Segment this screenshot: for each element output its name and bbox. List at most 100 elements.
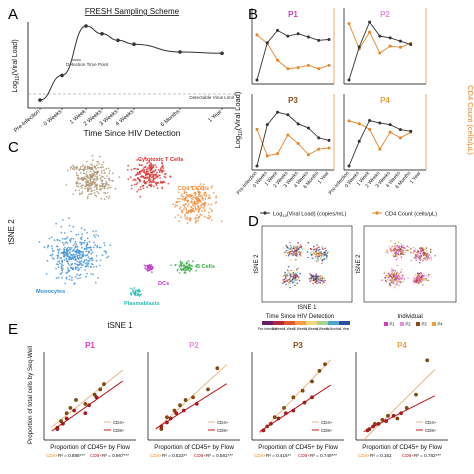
time-legend-swatch — [284, 321, 295, 325]
panel-e-cd8-point — [94, 395, 99, 400]
tsne-point — [287, 269, 289, 272]
panel-b-viral-point — [327, 138, 331, 142]
tsne-point — [92, 273, 95, 276]
tsne-point — [81, 242, 84, 244]
tsne-point — [103, 171, 106, 174]
tsne-point — [67, 249, 69, 252]
tsne-point — [57, 266, 60, 269]
tsne-point — [425, 274, 428, 277]
tsne-point — [394, 270, 397, 272]
panel-e-cd8-point — [61, 421, 65, 426]
tsne-point — [77, 249, 80, 252]
tsne-point — [391, 273, 394, 275]
tsne-point — [190, 197, 193, 200]
tsne-point — [82, 253, 85, 255]
tsne-point — [414, 250, 416, 252]
tsne-point — [84, 187, 86, 190]
tsne-point — [419, 253, 422, 255]
tsne-point — [214, 201, 217, 204]
tsne-point — [285, 244, 288, 247]
tsne-point — [314, 248, 317, 250]
tsne-point — [148, 165, 151, 167]
tsne-point — [210, 203, 213, 206]
tsne-point — [422, 260, 424, 262]
tsne-point — [420, 255, 423, 258]
tsne-point — [100, 166, 103, 169]
tsne-point — [87, 262, 90, 265]
tsne-point — [187, 269, 190, 271]
tsne-point — [73, 283, 76, 285]
tsne-point — [49, 254, 52, 257]
tsne-point — [404, 247, 406, 249]
panel-b-cd4-point — [327, 63, 331, 67]
tsne-point — [310, 277, 313, 279]
tsne-point — [77, 251, 80, 254]
tsne-point — [148, 177, 151, 179]
tsne-point — [317, 261, 320, 263]
tsne-point — [77, 185, 80, 188]
tsne-point — [80, 266, 82, 269]
tsne-point — [428, 273, 430, 276]
tsne-point — [297, 275, 299, 278]
tsne-point — [107, 167, 110, 170]
tsne-point — [314, 281, 317, 284]
tsne-point — [81, 184, 84, 187]
tsne-point — [422, 258, 425, 260]
tsne-point — [77, 233, 80, 236]
tsne-point — [190, 206, 192, 209]
tsne-point — [310, 274, 313, 277]
tsne-point — [389, 248, 392, 250]
tsne-point — [289, 248, 292, 250]
tsne-point — [96, 178, 99, 180]
tsne-cluster-label: Cytotoxic T Cells — [138, 157, 183, 163]
tsne-point — [157, 181, 159, 184]
tsne-cluster — [65, 154, 121, 201]
tsne-point — [410, 248, 412, 250]
tsne-point — [61, 277, 63, 279]
tsne-point — [193, 188, 195, 191]
tsne-point — [283, 252, 286, 254]
tsne-point — [394, 276, 397, 278]
tsne-point — [81, 233, 84, 236]
panel-b-viral-line — [256, 29, 330, 81]
tsne-point — [203, 215, 206, 218]
tsne-point — [401, 251, 404, 254]
panel-letter-e: E — [8, 321, 18, 338]
tsne-point — [420, 276, 422, 279]
tsne-point — [85, 173, 88, 176]
tsne-point — [90, 249, 93, 252]
tsne-cluster-label: DCs — [158, 281, 169, 287]
tsne-point — [78, 261, 81, 263]
tsne-point — [91, 154, 94, 157]
tsne-point — [45, 273, 48, 275]
tsne-point — [68, 217, 70, 220]
tsne-point — [420, 251, 423, 253]
tsne-point — [89, 180, 92, 183]
panel-e-stat-cd4: R² = 0.416** — [266, 453, 291, 458]
tsne-point — [312, 277, 315, 280]
tsne-point — [86, 179, 89, 182]
tsne-point — [135, 289, 138, 292]
tsne-point — [136, 182, 139, 184]
tsne-point — [107, 186, 110, 189]
tsne-point — [95, 230, 97, 232]
tsne-point — [294, 253, 297, 255]
tsne-point — [388, 245, 391, 248]
tsne-point — [176, 205, 179, 207]
tsne-point — [144, 156, 147, 159]
tsne-point — [412, 280, 415, 283]
panel-c-xlabel: tSNE 1 — [107, 321, 133, 330]
panel-e-cd4-point — [83, 402, 88, 406]
tsne-point — [202, 183, 205, 186]
tsne-point — [79, 193, 81, 196]
tsne-point — [129, 287, 132, 290]
tsne-point — [155, 166, 158, 169]
tsne-point — [179, 197, 181, 200]
tsne-point — [325, 253, 328, 256]
tsne-point — [158, 174, 161, 177]
tsne-point — [198, 198, 200, 200]
tsne-point — [84, 269, 86, 271]
tsne-point — [86, 262, 88, 264]
panel-e-subplot: P4 CD4+ CD8+ Proportion of CD45+ by Flow CD4… — [355, 341, 448, 458]
panel-e-cd8-point — [168, 416, 173, 421]
